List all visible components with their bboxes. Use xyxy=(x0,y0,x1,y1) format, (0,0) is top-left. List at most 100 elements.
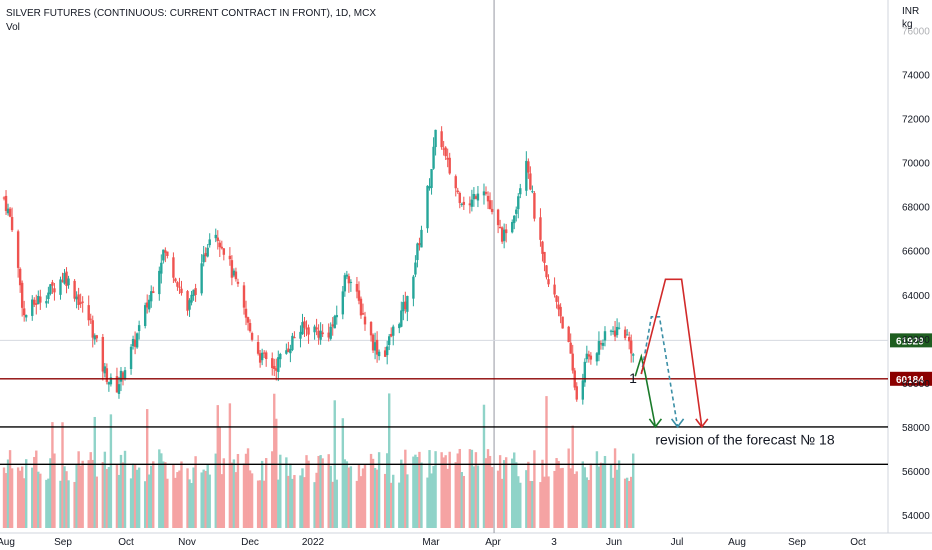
candle-body xyxy=(482,191,486,196)
candle-body xyxy=(53,288,56,293)
volume-bar xyxy=(388,393,391,528)
volume-bar xyxy=(456,453,459,528)
wave-label[interactable]: 1 xyxy=(629,370,637,386)
volume-bar xyxy=(613,448,617,528)
candle-body xyxy=(361,313,365,315)
current-price-badge xyxy=(890,333,932,348)
volume-bar xyxy=(93,416,96,528)
candle-body xyxy=(285,350,288,354)
candle-body xyxy=(133,339,137,347)
volume-bar xyxy=(234,472,238,528)
forecast-paths[interactable] xyxy=(634,278,709,429)
volume-bar xyxy=(273,393,276,528)
volume-bar xyxy=(289,463,292,528)
volume-bar xyxy=(373,467,377,528)
candle-body xyxy=(186,291,189,311)
candle-body xyxy=(406,295,409,312)
candle-body xyxy=(319,330,322,340)
volume-bar xyxy=(133,464,137,528)
candles xyxy=(2,126,635,405)
volume-bar xyxy=(101,462,105,528)
volume-bar xyxy=(18,470,22,528)
volume-bar xyxy=(611,477,615,528)
volume-bar xyxy=(317,455,320,528)
candle-body xyxy=(349,281,353,283)
horizontal-levels[interactable]: 61929 60184 xyxy=(0,333,932,466)
volume-bar xyxy=(383,473,387,528)
candle-body xyxy=(222,248,226,255)
unit-label: kg xyxy=(902,19,913,30)
volume-bar xyxy=(174,477,177,528)
x-tick-label: 2022 xyxy=(302,537,325,548)
volume-bar xyxy=(625,477,629,528)
candle-body xyxy=(81,301,84,303)
candle-body xyxy=(388,336,391,346)
volume-bar xyxy=(462,475,466,528)
volume-bar xyxy=(555,458,558,528)
candle-body xyxy=(236,281,240,284)
candle-body xyxy=(244,308,248,318)
volume-bar xyxy=(73,481,76,528)
candle-body xyxy=(490,208,494,212)
volume-bar xyxy=(547,476,550,528)
candle-body xyxy=(137,325,141,331)
volume-bar xyxy=(345,461,349,528)
volume-bar xyxy=(228,403,232,528)
volume-bar xyxy=(575,471,578,528)
candle-body xyxy=(317,330,320,338)
candle-body xyxy=(8,208,12,217)
candle-body xyxy=(539,217,542,240)
candle-body xyxy=(458,192,461,204)
candle-body xyxy=(575,386,578,400)
volume-bar xyxy=(232,459,236,528)
candle-body xyxy=(488,200,492,210)
x-tick-label: Nov xyxy=(178,537,196,548)
volume-bar xyxy=(307,460,310,528)
symbol-title[interactable]: SILVER FUTURES (CONTINUOUS: CURRENT CONT… xyxy=(6,8,377,19)
candle-body xyxy=(313,326,316,333)
candle-body xyxy=(498,226,502,229)
y-tick-label: 56000 xyxy=(902,467,930,478)
candle-body xyxy=(87,305,90,321)
volume-bar xyxy=(279,454,282,528)
volume-bar xyxy=(541,459,544,528)
forecast-note[interactable]: revision of the forecast № 18 xyxy=(655,432,834,448)
volume-bar xyxy=(59,480,62,528)
candle-body xyxy=(148,299,151,310)
volume-bar xyxy=(569,468,572,528)
volume-bar xyxy=(402,464,405,528)
volume-bar xyxy=(262,480,266,528)
candle-body xyxy=(444,147,447,157)
candle-body xyxy=(287,348,290,353)
candle-body xyxy=(547,279,550,285)
volume-bar xyxy=(343,459,347,528)
x-tick-label: Oct xyxy=(850,537,866,548)
volume-bar xyxy=(303,477,306,528)
volume-bar xyxy=(609,464,613,528)
candle-body xyxy=(158,270,161,295)
time-axis[interactable]: Aug Sep Oct Nov Dec 2022 Mar Apr 3 Jun Jul Aug Sep Oc… xyxy=(0,537,866,548)
candle-body xyxy=(305,328,308,330)
volume-bar xyxy=(230,462,234,528)
x-tick-label: Dec xyxy=(241,537,259,548)
forecast-path-red[interactable] xyxy=(640,278,703,428)
volume-label[interactable]: Vol xyxy=(6,22,20,33)
forecast-path-teal[interactable] xyxy=(640,315,679,428)
volume-bar xyxy=(208,474,211,528)
candle-body xyxy=(143,305,147,326)
price-unit: INR kg xyxy=(902,5,919,31)
candle-body xyxy=(277,357,280,372)
annotations: 1 revision of the forecast № 18 xyxy=(629,370,835,448)
price-axis[interactable]: 54000 56000 58000 60000 62000 64000 66000 68000… xyxy=(902,26,930,522)
volume-bar xyxy=(4,473,8,528)
candle-body xyxy=(329,326,332,339)
volume-bar xyxy=(214,453,217,528)
candle-body xyxy=(414,262,417,275)
candle-body xyxy=(420,229,423,248)
volume-bar xyxy=(341,418,345,528)
candle-body xyxy=(412,276,415,299)
volume-bar xyxy=(500,478,504,528)
candle-body xyxy=(611,331,615,333)
forecast-path-green[interactable] xyxy=(634,353,657,428)
